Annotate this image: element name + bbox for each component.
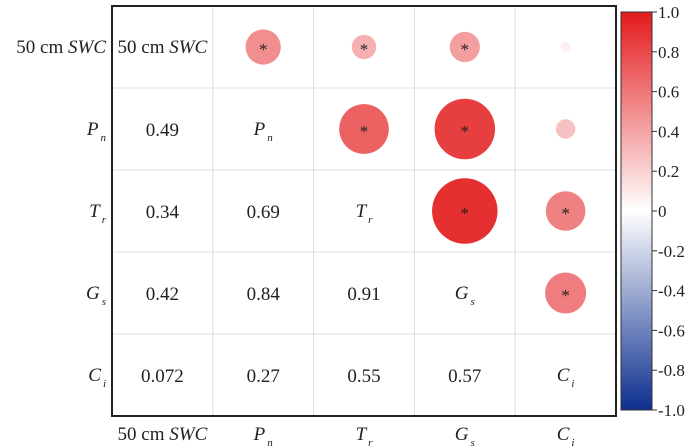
correlation-circle [434,98,496,160]
colorbar-tick-label: -0.2 [658,242,685,261]
significance-marker: * [561,204,570,223]
correlation-circle [560,42,571,52]
diagonal-label-swc: 50 cm SWC [118,37,208,58]
row-labels: 50 cm SWC P n T r G s C i [16,37,106,390]
significance-marker: * [461,40,470,59]
plot-frame [111,5,617,417]
row-label-swc: 50 cm SWC [16,37,106,58]
significance-marker: * [360,40,369,59]
colorbar-tick-label: 0 [658,202,667,221]
correlation-value: 0.57 [448,366,481,387]
correlation-value: 0.49 [146,120,179,141]
correlation-circle [339,104,389,154]
correlation-circle [449,31,480,63]
colorbar-tick-label: -0.6 [658,321,685,340]
colorbar-tick-label: 0.6 [658,83,679,102]
correlation-value: 0.69 [247,202,280,223]
significance-marker: * [259,40,268,59]
correlation-circle [545,191,586,231]
correlation-circle [555,119,576,139]
correlation-value: 0.27 [247,366,280,387]
significance-marker: * [561,286,570,305]
correlation-value: 0.55 [347,366,380,387]
correlation-value: 0.34 [146,202,180,223]
correlation-value: 0.42 [146,284,179,305]
correlation-circle [545,272,587,314]
colorbar-tick-label: 0.4 [658,122,680,141]
grid-lines [112,6,616,416]
correlation-circle [432,178,498,244]
colorbar-tick-label: 0.8 [658,43,679,62]
correlation-circle [351,34,377,60]
colorbar-tick-label: -0.8 [658,361,685,380]
colorbar-tick-label: 0.2 [658,162,679,181]
significance-marker: * [360,122,369,141]
significance-marker: * [461,204,470,223]
correlation-circle [245,29,281,65]
significance-marker: * [461,122,470,141]
correlation-value: 0.84 [247,284,281,305]
colorbar-tick-label: -0.4 [658,282,685,301]
colorbar-ticks: 1.0 0.8 0.6 0.4 0.2 0 -0.2 -0.4 -0.6 -0.8 -1.0 [652,3,685,420]
colorbar-tick-label: 1.0 [658,3,679,22]
column-label-swc: 50 cm SWC [118,424,208,445]
correlation-value: 0.072 [141,366,184,387]
correlation-value: 0.91 [347,284,380,305]
colorbar-tick-label: -1.0 [658,401,685,420]
colorbar [620,11,653,411]
